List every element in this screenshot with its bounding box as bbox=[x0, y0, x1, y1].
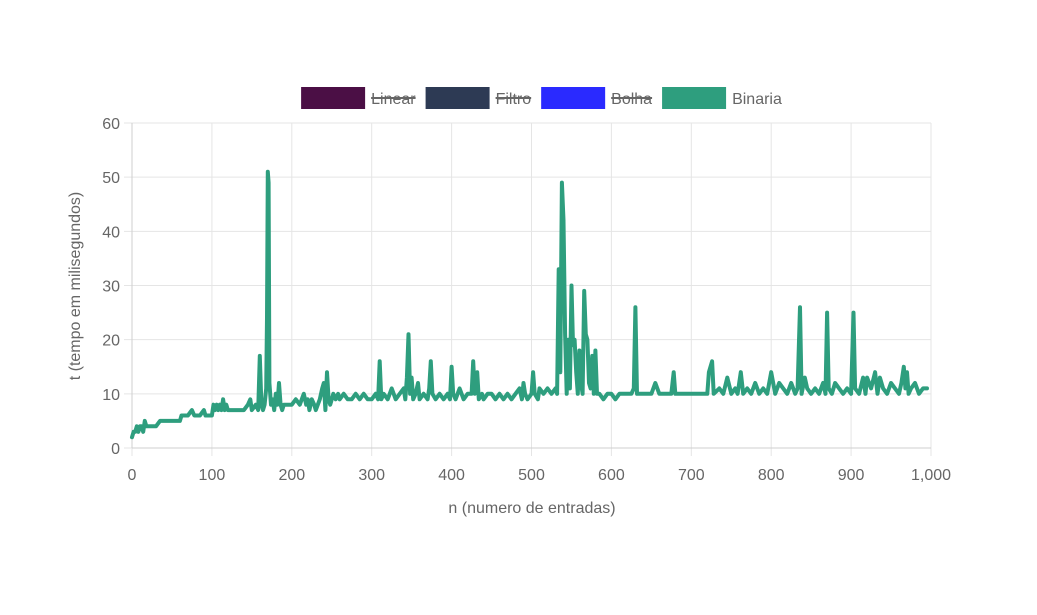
y-tick-label: 60 bbox=[102, 116, 120, 133]
legend-swatch bbox=[425, 87, 490, 109]
y-axis-title: t (tempo em milisegundos) bbox=[67, 192, 84, 381]
series-layer bbox=[130, 169, 929, 440]
y-tick-label: 40 bbox=[102, 224, 120, 241]
legend-swatch bbox=[541, 87, 606, 109]
legend-label: Filtro bbox=[496, 91, 532, 108]
legend-swatch bbox=[662, 87, 727, 109]
grid-lines bbox=[124, 122, 932, 456]
x-axis-title: n (numero de entradas) bbox=[448, 500, 615, 517]
x-tick-label: 1,000 bbox=[911, 467, 951, 484]
legend-label: Linear bbox=[371, 91, 416, 108]
x-tick-label: 800 bbox=[758, 467, 785, 484]
y-tick-label: 10 bbox=[102, 387, 120, 404]
y-tick-label: 30 bbox=[102, 279, 120, 296]
x-tick-label: 200 bbox=[278, 467, 305, 484]
legend-label: Binaria bbox=[732, 91, 782, 108]
x-tick-label: 600 bbox=[598, 467, 625, 484]
legend-swatch bbox=[301, 87, 366, 109]
series-line-binaria bbox=[130, 169, 929, 440]
y-tick-label: 20 bbox=[102, 333, 120, 350]
legend-item-binaria[interactable]: Binaria bbox=[662, 87, 782, 109]
legend: Linear Filtro Bolha Binaria bbox=[301, 87, 782, 109]
x-tick-label: 400 bbox=[438, 467, 465, 484]
x-axis-ticks: 0 100 200 300 400 500 600 700 800 900 1,000 bbox=[128, 467, 952, 484]
x-tick-label: 900 bbox=[838, 467, 865, 484]
x-tick-label: 300 bbox=[358, 467, 385, 484]
legend-item-filtro[interactable]: Filtro bbox=[425, 87, 532, 109]
y-tick-label: 50 bbox=[102, 170, 120, 187]
x-tick-label: 0 bbox=[128, 467, 137, 484]
y-axis-ticks: 0 10 20 30 40 50 60 bbox=[102, 116, 120, 458]
legend-label: Bolha bbox=[611, 91, 652, 108]
legend-item-bolha[interactable]: Bolha bbox=[541, 87, 652, 109]
y-tick-label: 0 bbox=[111, 441, 120, 458]
x-tick-label: 700 bbox=[678, 467, 705, 484]
x-tick-label: 500 bbox=[518, 467, 545, 484]
axes bbox=[131, 123, 931, 449]
legend-item-linear[interactable]: Linear bbox=[301, 87, 416, 109]
x-tick-label: 100 bbox=[199, 467, 226, 484]
